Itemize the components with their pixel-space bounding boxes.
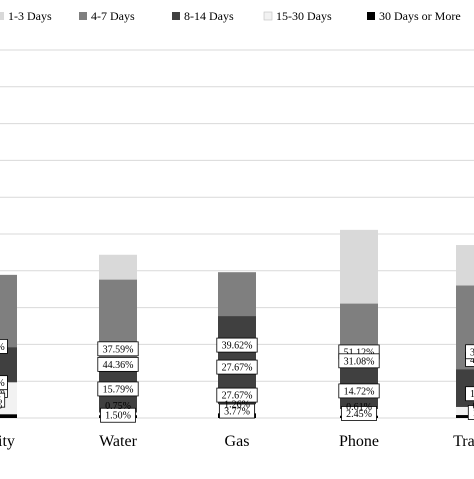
legend-label: 15-30 Days xyxy=(276,9,332,23)
data-label: 44.36% xyxy=(103,360,134,371)
legend: 1-3 Days 4-7 Days 8-14 Days 15-30 Days 30 Da… xyxy=(0,9,461,23)
data-label: 27.67% xyxy=(222,363,253,374)
data-label: 0.75% xyxy=(105,401,131,412)
x-tick-label: Phone xyxy=(339,433,379,450)
data-label: 14.72% xyxy=(344,386,375,397)
x-tick-label: Gas xyxy=(225,433,250,450)
data-label: 9% xyxy=(0,342,5,353)
data-label: 37.59% xyxy=(103,344,134,355)
data-label: 0.61% xyxy=(346,402,372,413)
data-label: 13 xyxy=(470,389,474,400)
legend-label: 4-7 Days xyxy=(91,9,135,23)
data-label: 15.79% xyxy=(103,384,134,395)
data-label: 1.50% xyxy=(105,411,131,422)
legend-swatch xyxy=(79,12,87,20)
data-label: 31.08% xyxy=(344,356,375,367)
data-label: 1.26% xyxy=(224,399,250,410)
legend-swatch xyxy=(264,12,272,20)
x-tick-label: Water xyxy=(99,433,137,450)
data-label: 36 xyxy=(470,347,474,358)
data-label: 39.62% xyxy=(222,341,253,352)
x-tick-label: ricity xyxy=(0,433,15,450)
legend-label: 30 Days or More xyxy=(379,9,461,23)
data-label: % xyxy=(0,400,2,411)
x-axis: ricity Water Gas Phone Transp xyxy=(0,433,474,450)
legend-swatch xyxy=(172,12,180,20)
legend-label: 8-14 Days xyxy=(184,9,234,23)
x-tick-label: Transp xyxy=(453,433,474,450)
legend-swatch xyxy=(367,12,375,20)
data-label: 2% xyxy=(0,378,5,389)
bar-segment xyxy=(0,414,17,418)
legend-swatch xyxy=(0,12,4,20)
legend-label: 1-3 Days xyxy=(8,9,52,23)
